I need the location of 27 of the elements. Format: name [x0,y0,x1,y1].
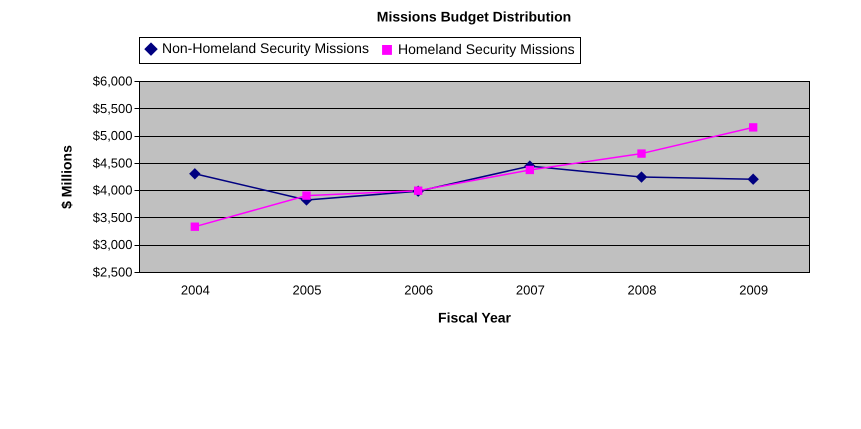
y-tick-label: $4,000 [92,182,132,198]
y-tick-label: $5,500 [92,100,132,116]
x-tick-label: 2004 [180,282,210,298]
x-axis-title: Fiscal Year [438,310,512,326]
x-tick-label: 2008 [628,282,656,298]
point [747,174,759,185]
y-tick-label: $2,500 [92,264,132,280]
legend-label: Non-Homeland Security Missions [162,40,369,56]
y-axis-title: $ Millions [58,144,75,209]
x-tick-label: 2005 [292,282,322,298]
y-tick-label: $3,000 [92,237,132,252]
x-tick-label: 2009 [739,282,768,298]
chart-title: Missions Budget Distribution [376,8,572,24]
y-tick-label: $5,000 [92,128,132,144]
point [302,191,311,200]
y-tick-label: $3,500 [92,210,132,225]
point [748,123,758,132]
point [636,171,648,183]
x-tick-label: 2006 [404,282,434,298]
y-tick-label: $4,500 [92,155,132,170]
y-tick-label: $6,000 [92,74,132,88]
point [526,166,534,174]
legend-label: Homeland Security Missions [398,40,575,57]
point [190,222,200,231]
point [637,149,646,158]
x-tick-label: 2007 [516,282,545,298]
point [189,168,201,180]
